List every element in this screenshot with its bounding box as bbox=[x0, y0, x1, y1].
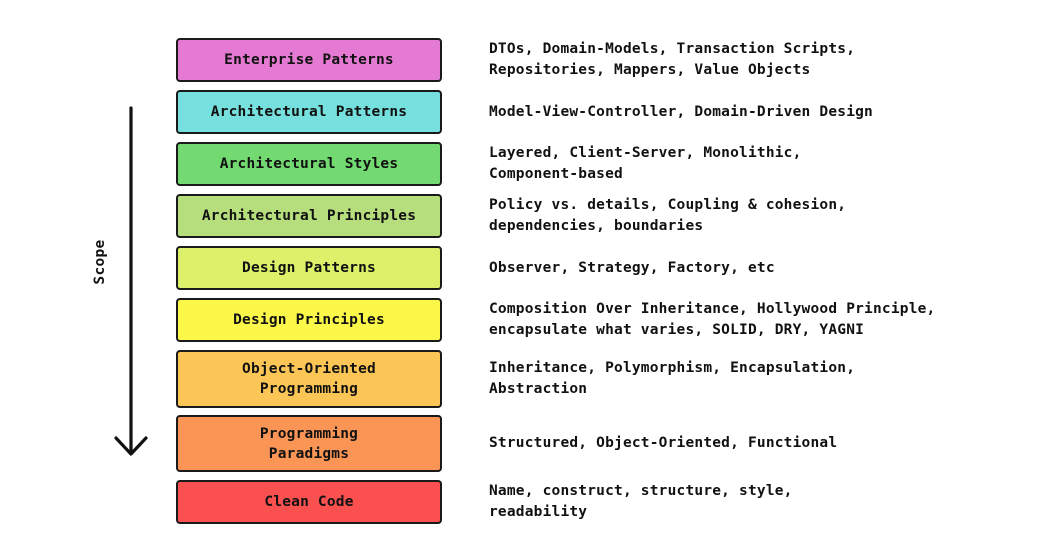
layer-description: DTOs, Domain-Models, Transaction Scripts… bbox=[489, 41, 856, 78]
layer-box: Clean Code bbox=[176, 480, 442, 524]
layer-description: Structured, Object-Oriented, Functional bbox=[489, 435, 838, 451]
layer-description: Model-View-Controller, Domain-Driven Des… bbox=[489, 103, 873, 120]
scope-arrow-icon bbox=[114, 106, 148, 456]
layer-box: Architectural Styles bbox=[176, 142, 442, 186]
layer-description: Layered, Client-Server, Monolithic, Comp… bbox=[489, 145, 802, 182]
layer-box: Design Patterns bbox=[176, 246, 442, 290]
scope-label: Scope bbox=[92, 239, 108, 285]
layer-box: Programming Paradigms bbox=[176, 415, 442, 472]
layer-description: Policy vs. details, Coupling & cohesion,… bbox=[489, 197, 847, 234]
layer-description: Inheritance, Polymorphism, Encapsulation… bbox=[489, 360, 856, 397]
layer-box: Enterprise Patterns bbox=[176, 38, 442, 82]
layer-box: Object-Oriented Programming bbox=[176, 350, 442, 408]
layer-description: Observer, Strategy, Factory, etc bbox=[489, 259, 775, 276]
layer-box: Architectural Principles bbox=[176, 194, 442, 238]
layer-description: Composition Over Inheritance, Hollywood … bbox=[489, 301, 936, 338]
layer-box: Design Principles bbox=[176, 298, 442, 342]
layer-box: Architectural Patterns bbox=[176, 90, 442, 134]
layer-description: Name, construct, structure, style, reada… bbox=[489, 483, 793, 520]
